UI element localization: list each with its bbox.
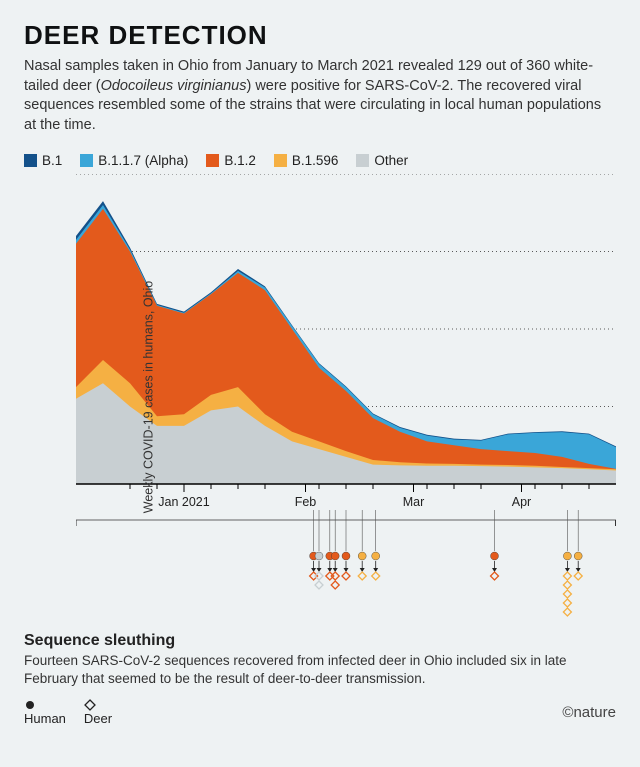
credit: ©nature	[562, 704, 616, 721]
legend-item: Other	[356, 153, 408, 168]
marker-panel	[76, 510, 616, 620]
subsection-title: Sequence sleuthing	[24, 632, 616, 650]
legend-item: B.1	[24, 153, 62, 168]
deer-legend: Deer	[84, 699, 112, 726]
legend-item: B.1.2	[206, 153, 256, 168]
sub-em: Odocoileus virginianus	[101, 78, 247, 94]
svg-text:Apr: Apr	[512, 495, 531, 509]
subsection-desc: Fourteen SARS-CoV-2 sequences recovered …	[24, 652, 616, 687]
legend-item: B.1.1.7 (Alpha)	[80, 153, 188, 168]
svg-text:Mar: Mar	[403, 495, 425, 509]
subtitle: Nasal samples taken in Ohio from January…	[24, 57, 616, 135]
svg-text:Jan 2021: Jan 2021	[158, 495, 209, 509]
legend-item: B.1.596	[274, 153, 339, 168]
human-legend: Human	[24, 699, 66, 726]
area-chart: 020,00040,00060,00080,000Jan 2021FebMarA…	[76, 174, 616, 510]
page-title: DEER DETECTION	[24, 20, 616, 51]
svg-text:Feb: Feb	[295, 495, 317, 509]
marker-legend: Human Deer	[24, 699, 112, 726]
subsection: Sequence sleuthing Fourteen SARS-CoV-2 s…	[24, 632, 616, 687]
y-axis-label: Weekly COVID-19 cases in humans, Ohio	[141, 281, 155, 514]
series-legend: B.1 B.1.1.7 (Alpha) B.1.2 B.1.596 Other	[24, 153, 616, 168]
chart-area: Weekly COVID-19 cases in humans, Ohio 02…	[76, 174, 616, 620]
